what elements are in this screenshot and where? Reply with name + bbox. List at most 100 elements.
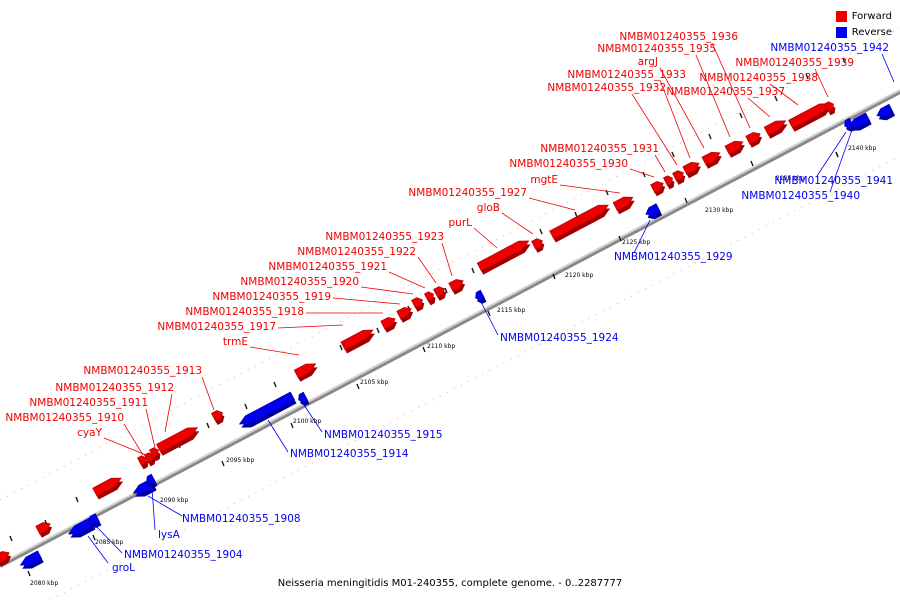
gene-connector-argj <box>659 67 705 149</box>
gene-connector-nmbm01240355-1924 <box>480 301 499 336</box>
track-mark <box>574 211 578 218</box>
gene-arrow-nmbm01240355-1927 <box>549 204 611 243</box>
gene-arrow-nmbm01240355-1919-body <box>396 307 412 320</box>
gene-arrow-nmbm01240355-1904 <box>88 513 102 528</box>
gene-label-nmbm01240355-1929: NMBM01240355_1929 <box>614 251 733 263</box>
gene-arrow-nmbm01240355-1935 <box>724 140 745 158</box>
gene-arrow-lysa-body <box>146 473 157 485</box>
gene-arrow-cyay <box>143 452 156 467</box>
track-mark <box>805 73 809 80</box>
gene-arrow-edge-2-body <box>35 522 51 535</box>
gene-arrow-nmbm01240355-1922-body <box>433 286 445 298</box>
gene-label-nmbm01240355-1917: NMBM01240355_1917 <box>157 321 276 333</box>
gene-arrow-nmbm01240355-1932-body <box>672 170 684 182</box>
gene-label-nmbm01240355-1940: NMBM01240355_1940 <box>741 190 860 202</box>
gene-label-nmbm01240355-1936: NMBM01240355_1936 <box>619 31 738 43</box>
gene-connector-nmbm01240355-1923 <box>441 242 453 277</box>
gene-connector-nmbm01240355-1932 <box>631 93 678 166</box>
track-mark <box>273 381 277 388</box>
gene-arrow-trme-body <box>293 363 317 379</box>
gene-arrow-argj-body <box>701 151 721 166</box>
track-mark <box>642 171 646 178</box>
gene-label-nmbm01240355-1920: NMBM01240355_1920 <box>240 276 359 288</box>
gene-arrow-edge-4 <box>19 550 44 569</box>
axis-tick-label: 2100 kbp <box>293 418 321 425</box>
axis-tick-label: 2135 kbp <box>776 175 804 182</box>
axis-tick <box>290 422 294 429</box>
gene-label-lysa: lysA <box>158 529 181 541</box>
gene-label-nmbm01240355-1927: NMBM01240355_1927 <box>408 187 527 199</box>
gene-label-nmbm01240355-1937: NMBM01240355_1937 <box>666 86 785 98</box>
gene-label-nmbm01240355-1912: NMBM01240355_1912 <box>55 382 174 394</box>
axis-tick-label: 2120 kbp <box>565 272 593 279</box>
gene-arrow-purl <box>476 240 531 275</box>
gene-arrow-nmbm01240355-1936 <box>745 132 763 148</box>
gene-arrow-nmbm01240355-1914 <box>238 391 297 428</box>
gene-arrow-nmbm01240355-1915-body <box>298 391 309 403</box>
gene-label-nmbm01240355-1941: NMBM01240355_1941 <box>774 175 893 187</box>
gene-connector-trme <box>249 346 300 356</box>
gene-arrow-nmbm01240355-1915 <box>298 391 310 406</box>
gene-label-argj: argJ <box>638 56 658 68</box>
axis-tick-label: 2130 kbp <box>705 207 733 214</box>
axis-tick-label: 2085 kbp <box>95 539 123 546</box>
axis-tick-label: 2105 kbp <box>360 379 388 386</box>
gene-arrow-nmbm01240355-1919 <box>396 307 414 323</box>
gene-arrow-edge-4-body <box>19 550 43 566</box>
gene-connector-nmbm01240355-1939 <box>814 68 829 98</box>
gene-connector-purl <box>473 227 498 249</box>
gene-arrow-nmbm01240355-1913 <box>211 410 225 425</box>
axis-tick <box>552 273 556 280</box>
gene-label-nmbm01240355-1935: NMBM01240355_1935 <box>597 43 716 55</box>
gene-label-nmbm01240355-1923: NMBM01240355_1923 <box>325 231 444 243</box>
gene-arrow-nmbm01240355-1941 <box>844 117 856 132</box>
gene-arrow-nmbm01240355-1917-body <box>340 329 374 351</box>
gene-arrow-edge-2 <box>35 522 53 538</box>
gene-connector-nmbm01240355-1936 <box>711 42 751 129</box>
gene-label-nmbm01240355-1908: NMBM01240355_1908 <box>182 513 301 525</box>
gene-arrow-nmbm01240355-1935-body <box>724 140 744 155</box>
gene-label-nmbm01240355-1911: NMBM01240355_1911 <box>29 397 148 409</box>
gene-connector-glob <box>501 212 534 235</box>
axis-tick <box>835 151 839 158</box>
axis-tick <box>684 197 688 204</box>
gene-connector-nmbm01240355-1920 <box>360 286 414 295</box>
gene-label-cyay: cyaY <box>77 427 102 439</box>
gene-arrow-edge-1 <box>0 551 12 567</box>
axis-tick <box>618 235 622 242</box>
gene-connector-nmbm01240355-1941 <box>816 131 847 177</box>
gene-connector-lysa <box>151 487 156 531</box>
gene-label-nmbm01240355-1942: NMBM01240355_1942 <box>770 42 889 54</box>
gene-arrow-nmbm01240355-1917 <box>340 329 375 354</box>
axis-tick-label: 2080 kbp <box>30 580 58 587</box>
gene-arrow-nmbm01240355-1911-body <box>148 447 159 459</box>
gene-arrow-nmbm01240355-1910-body <box>136 455 147 467</box>
gene-arrow-trme <box>293 363 318 382</box>
gene-connector-nmbm01240355-1913 <box>201 376 215 411</box>
axis-tick <box>221 460 225 467</box>
track-mark <box>206 422 210 429</box>
gene-arrow-glob-body <box>531 238 543 250</box>
backbone-shadow <box>0 90 900 568</box>
track-mark <box>471 267 475 274</box>
gene-label-nmbm01240355-1913: NMBM01240355_1913 <box>83 365 202 377</box>
gene-label-mgte: mgtE <box>530 174 558 186</box>
gene-label-grol: groL <box>112 562 135 574</box>
gene-arrow-nmbm01240355-1918-body <box>380 317 396 330</box>
gene-label-purl: purL <box>449 217 473 229</box>
track-mark <box>708 133 712 140</box>
gene-arrow-argj <box>701 151 722 169</box>
gene-arrow-nmbm01240355-1940 <box>847 112 872 131</box>
gene-arrow-nmbm01240355-1942-body <box>876 103 894 118</box>
gene-connector-nmbm01240355-1938 <box>769 83 799 106</box>
gene-arrow-nmbm01240355-1937 <box>763 120 788 139</box>
gene-arrow-nmbm01240355-1933 <box>682 161 701 179</box>
gene-connector-mgte <box>559 184 621 194</box>
gene-arrow-nmbm01240355-1914-body <box>238 391 296 425</box>
gene-arrow-nmbm01240355-1921-body <box>423 291 434 303</box>
gene-arrow-nmbm01240355-1920-body <box>411 297 423 309</box>
gene-label-nmbm01240355-1932: NMBM01240355_1932 <box>547 82 666 94</box>
forward-guide <box>0 27 900 501</box>
gene-label-nmbm01240355-1930: NMBM01240355_1930 <box>509 158 628 170</box>
